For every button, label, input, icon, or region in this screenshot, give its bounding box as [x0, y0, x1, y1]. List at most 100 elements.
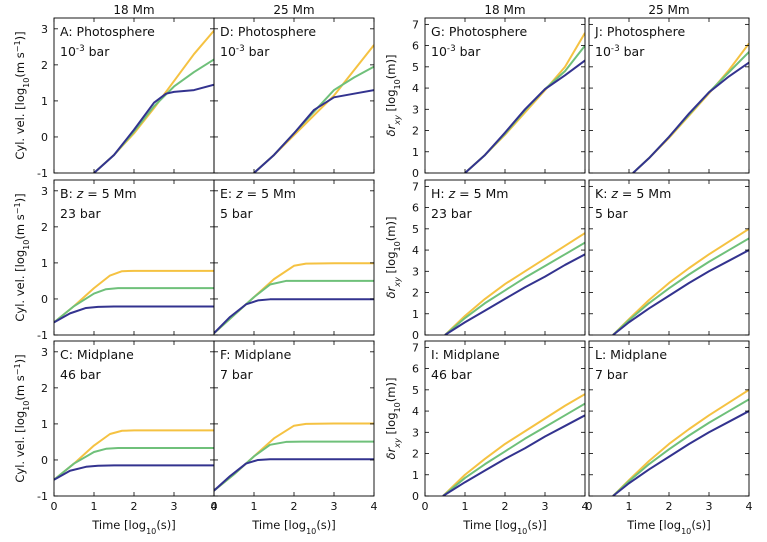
- panel-letter: D: [220, 24, 230, 39]
- x-tick-label: 4: [582, 500, 589, 513]
- series-line-yellow: [632, 42, 749, 173]
- series-line-navy: [612, 410, 749, 496]
- y-tick-label: 7: [412, 341, 419, 354]
- series-line-green: [54, 447, 214, 481]
- x-tick-label: 4: [371, 500, 378, 513]
- y-tick-label: 2: [412, 125, 419, 138]
- x-tick-label: 1: [91, 500, 98, 513]
- y-tick-label: 3: [412, 265, 419, 278]
- series-line-green: [214, 279, 374, 334]
- panel-pressure: 23 bar: [431, 206, 472, 221]
- x-tick-label: 2: [502, 500, 509, 513]
- plot-frame: [53, 179, 215, 336]
- y-axis-title: δrxy [log10(m)]: [384, 55, 402, 137]
- plot-frame: [53, 17, 215, 174]
- x-tick-label: 2: [131, 500, 138, 513]
- x-tick-label: 1: [462, 500, 469, 513]
- x-axis-title: Time [log10(s)]: [626, 518, 711, 536]
- y-tick-label: 2: [412, 448, 419, 461]
- panel-title: I: Midplane: [431, 347, 500, 362]
- x-axis-title: Time [log10(s)]: [91, 518, 176, 536]
- column-title: 25 Mm: [273, 3, 314, 17]
- series-line-navy: [93, 83, 214, 173]
- series-line-green: [54, 287, 214, 324]
- x-tick-label: 0: [211, 500, 218, 513]
- series-line-green: [442, 402, 585, 496]
- y-tick-label: 1: [412, 146, 419, 159]
- panel-letter: A: [60, 24, 69, 39]
- plot-frame: [424, 17, 586, 174]
- panel-pressure: 10-3 bar: [431, 44, 481, 59]
- x-tick-label: 3: [706, 500, 713, 513]
- y-tick-label: -1: [37, 490, 48, 503]
- y-tick-label: 1: [41, 95, 48, 108]
- series-line-navy: [442, 414, 585, 496]
- panel-letter: C: [60, 347, 69, 362]
- y-tick-label: -1: [37, 329, 48, 342]
- panel-location: Midplane: [443, 347, 500, 362]
- panel-letter: B: [60, 186, 69, 201]
- panel-pressure: 10-3 bar: [60, 44, 110, 59]
- series-line-navy: [54, 305, 214, 324]
- y-tick-label: 3: [41, 23, 48, 36]
- panel-location: Photosphere: [607, 24, 686, 39]
- column-title: 18 Mm: [113, 3, 154, 17]
- x-tick-label: 1: [626, 500, 633, 513]
- plot-frame: [588, 340, 750, 497]
- series-line-navy: [214, 298, 374, 334]
- plot-frame: [213, 340, 375, 497]
- panel-location: Photosphere: [238, 24, 317, 39]
- series-line-navy: [214, 458, 374, 492]
- series-line-navy: [54, 464, 214, 481]
- x-tick-label: 2: [666, 500, 673, 513]
- y-tick-label: 5: [412, 61, 419, 74]
- x-tick-label: 2: [291, 500, 298, 513]
- y-tick-label: 1: [41, 257, 48, 270]
- series-line-navy: [464, 59, 585, 173]
- panel-title: C: Midplane: [60, 347, 134, 362]
- x-tick-label: 4: [746, 500, 753, 513]
- y-tick-label: 3: [412, 103, 419, 116]
- y-tick-label: 0: [41, 454, 48, 467]
- panel-pressure: 46 bar: [431, 367, 472, 382]
- x-tick-label: 4: [211, 500, 218, 513]
- y-tick-label: 1: [412, 469, 419, 482]
- panel-letter: I: [431, 347, 435, 362]
- panel-title: L: Midplane: [595, 347, 667, 362]
- y-tick-label: 3: [412, 426, 419, 439]
- y-tick-label: 2: [41, 59, 48, 72]
- panel-title: B: z = 5 Mm: [60, 186, 137, 201]
- y-axis-title: δrxy [log10(m)]: [384, 378, 402, 460]
- y-tick-label: 1: [412, 308, 419, 321]
- y-tick-label: 1: [41, 418, 48, 431]
- series-line-navy: [632, 61, 749, 173]
- panel-g: 0 1 2 3 4 5 6 7 G: Photosphere 10-3 bar δrxy [log1…: [384, 17, 586, 180]
- x-tick-label: 0: [51, 500, 58, 513]
- panel-letter: F: [220, 347, 227, 362]
- y-tick-label: 0: [412, 167, 419, 180]
- panel-d: D: Photosphere 10-3 bar: [213, 17, 375, 174]
- panel-pressure: 7 bar: [220, 367, 254, 382]
- panel-location: Midplane: [234, 347, 291, 362]
- y-tick-label: 4: [412, 244, 419, 257]
- y-tick-label: 6: [412, 40, 419, 53]
- column-title: 18 Mm: [484, 3, 525, 17]
- y-tick-label: 6: [412, 202, 419, 215]
- plot-frame: [53, 340, 215, 497]
- panel-title: G: Photosphere: [431, 24, 527, 39]
- panel-letter: G: [431, 24, 441, 39]
- panel-pressure: 10-3 bar: [595, 44, 645, 59]
- y-tick-label: 2: [412, 287, 419, 300]
- panel-location: Photosphere: [77, 24, 156, 39]
- x-tick-label: 3: [331, 500, 338, 513]
- series-line-yellow: [612, 388, 749, 496]
- y-tick-label: 3: [41, 346, 48, 359]
- y-tick-label: 3: [41, 185, 48, 198]
- y-tick-label: 2: [41, 382, 48, 395]
- panel-title: A: Photosphere: [60, 24, 155, 39]
- series-line-green: [612, 237, 749, 335]
- panel-pressure: 46 bar: [60, 367, 101, 382]
- y-tick-label: 4: [412, 405, 419, 418]
- panel-pressure: 7 bar: [595, 367, 629, 382]
